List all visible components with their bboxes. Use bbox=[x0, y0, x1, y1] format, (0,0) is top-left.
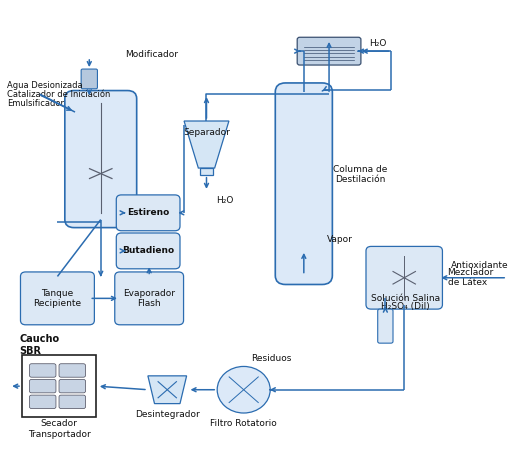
Text: Mezclador
de Látex: Mezclador de Látex bbox=[448, 268, 494, 287]
Bar bbox=[22, 355, 96, 418]
FancyBboxPatch shape bbox=[59, 364, 85, 377]
FancyBboxPatch shape bbox=[115, 272, 184, 325]
Text: Antioxidante: Antioxidante bbox=[451, 261, 509, 270]
Text: Agua Desionizada: Agua Desionizada bbox=[7, 81, 82, 90]
Text: Caucho
SBR: Caucho SBR bbox=[19, 334, 60, 356]
Text: Evaporador
Flash: Evaporador Flash bbox=[123, 289, 175, 308]
Text: Butadieno: Butadieno bbox=[122, 246, 174, 255]
FancyBboxPatch shape bbox=[30, 379, 56, 393]
Polygon shape bbox=[184, 121, 229, 168]
FancyBboxPatch shape bbox=[275, 83, 332, 284]
Polygon shape bbox=[148, 376, 187, 404]
FancyBboxPatch shape bbox=[366, 246, 443, 309]
Polygon shape bbox=[200, 168, 213, 175]
Text: Residuos: Residuos bbox=[251, 354, 292, 363]
FancyBboxPatch shape bbox=[116, 233, 180, 269]
Circle shape bbox=[217, 367, 270, 413]
Text: Solución Salina: Solución Salina bbox=[371, 294, 440, 303]
FancyBboxPatch shape bbox=[20, 272, 95, 325]
Text: H₂O: H₂O bbox=[216, 196, 233, 205]
Text: H₂SO₄ (Dil): H₂SO₄ (Dil) bbox=[381, 302, 430, 311]
FancyBboxPatch shape bbox=[81, 69, 97, 89]
Text: Modificador: Modificador bbox=[125, 50, 178, 59]
Text: Tanque
Recipiente: Tanque Recipiente bbox=[33, 289, 82, 308]
Text: Filtro Rotatorio: Filtro Rotatorio bbox=[210, 419, 277, 428]
FancyBboxPatch shape bbox=[59, 379, 85, 393]
Text: Columna de
Destilación: Columna de Destilación bbox=[333, 165, 387, 184]
FancyBboxPatch shape bbox=[65, 90, 137, 228]
Text: Secador
Transportador: Secador Transportador bbox=[28, 420, 90, 439]
Text: Emulsificador: Emulsificador bbox=[7, 99, 64, 107]
Text: Vapor: Vapor bbox=[327, 235, 353, 244]
FancyBboxPatch shape bbox=[378, 309, 393, 343]
Text: Catalizador de Iniciación: Catalizador de Iniciación bbox=[7, 90, 110, 99]
FancyBboxPatch shape bbox=[59, 395, 85, 409]
FancyBboxPatch shape bbox=[297, 37, 361, 65]
FancyBboxPatch shape bbox=[116, 195, 180, 231]
FancyBboxPatch shape bbox=[30, 395, 56, 409]
Text: Desintegrador: Desintegrador bbox=[135, 410, 200, 420]
FancyBboxPatch shape bbox=[30, 364, 56, 377]
Text: H₂O: H₂O bbox=[369, 38, 386, 48]
Text: Separador: Separador bbox=[183, 128, 230, 137]
Text: Estireno: Estireno bbox=[127, 208, 170, 218]
